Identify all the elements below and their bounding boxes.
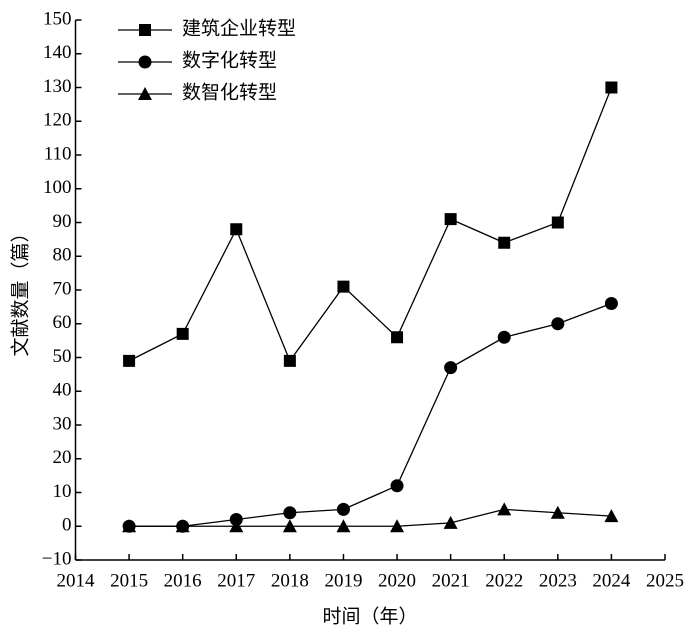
x-axis-label: 时间（年） [322,605,417,627]
marker [390,479,404,493]
marker [176,327,189,340]
y-tick-label: 20 [53,447,72,468]
series-line [129,508,612,527]
marker [551,216,564,229]
x-tick-label: 2023 [539,570,577,591]
marker [551,317,565,331]
series-line [129,302,612,527]
marker [122,519,137,533]
x-tick-label: 2017 [217,570,255,591]
marker [497,330,511,344]
y-tick-label: 130 [43,76,72,97]
marker [175,519,190,533]
marker [336,519,351,533]
marker [497,502,512,516]
y-tick-label: 10 [53,481,72,502]
y-tick-label: 90 [53,211,72,232]
y-tick-label: 50 [53,346,72,367]
y-axis-label: 文献数量（篇） [9,223,31,356]
y-tick-label: 40 [53,380,72,401]
legend-label: 数字化转型 [182,49,277,71]
marker [390,519,405,533]
legend-label: 数智化转型 [182,81,277,103]
y-tick-label: 150 [43,8,72,29]
x-tick-label: 2016 [164,570,202,591]
x-tick-label: 2025 [646,570,684,591]
legend-marker [138,55,152,69]
marker [336,502,350,516]
x-tick-label: 2020 [378,570,416,591]
y-tick-label: −10 [42,548,72,569]
x-tick-label: 2021 [432,570,470,591]
y-tick-label: 60 [53,312,72,333]
marker [283,506,297,520]
marker [444,213,457,226]
marker [444,361,458,375]
marker [391,331,404,344]
marker [282,519,297,533]
x-tick-label: 2014 [57,570,96,591]
x-tick-label: 2022 [485,570,523,591]
legend-marker [139,24,151,36]
series-line [128,87,613,363]
marker [604,509,619,523]
y-tick-label: 70 [53,278,72,299]
marker [443,515,458,529]
y-tick-label: 30 [53,413,72,434]
y-tick-label: 0 [62,515,72,536]
marker [604,297,618,310]
marker [337,280,350,293]
legend-label: 建筑企业转型 [182,17,296,39]
marker [230,223,243,236]
y-tick-label: 80 [53,245,72,266]
marker [605,81,618,94]
legend-marker [138,87,152,100]
x-tick-label: 2019 [324,570,362,591]
y-tick-label: 100 [43,177,72,198]
marker [283,354,296,367]
x-tick-label: 2024 [592,570,631,591]
y-tick-label: 140 [43,42,72,63]
x-tick-label: 2015 [110,570,148,591]
marker [550,505,565,519]
marker [123,354,136,367]
x-tick-label: 2018 [271,570,309,591]
y-tick-label: 110 [44,143,72,164]
y-tick-label: 120 [43,110,72,131]
marker [498,236,511,249]
marker [229,519,244,533]
